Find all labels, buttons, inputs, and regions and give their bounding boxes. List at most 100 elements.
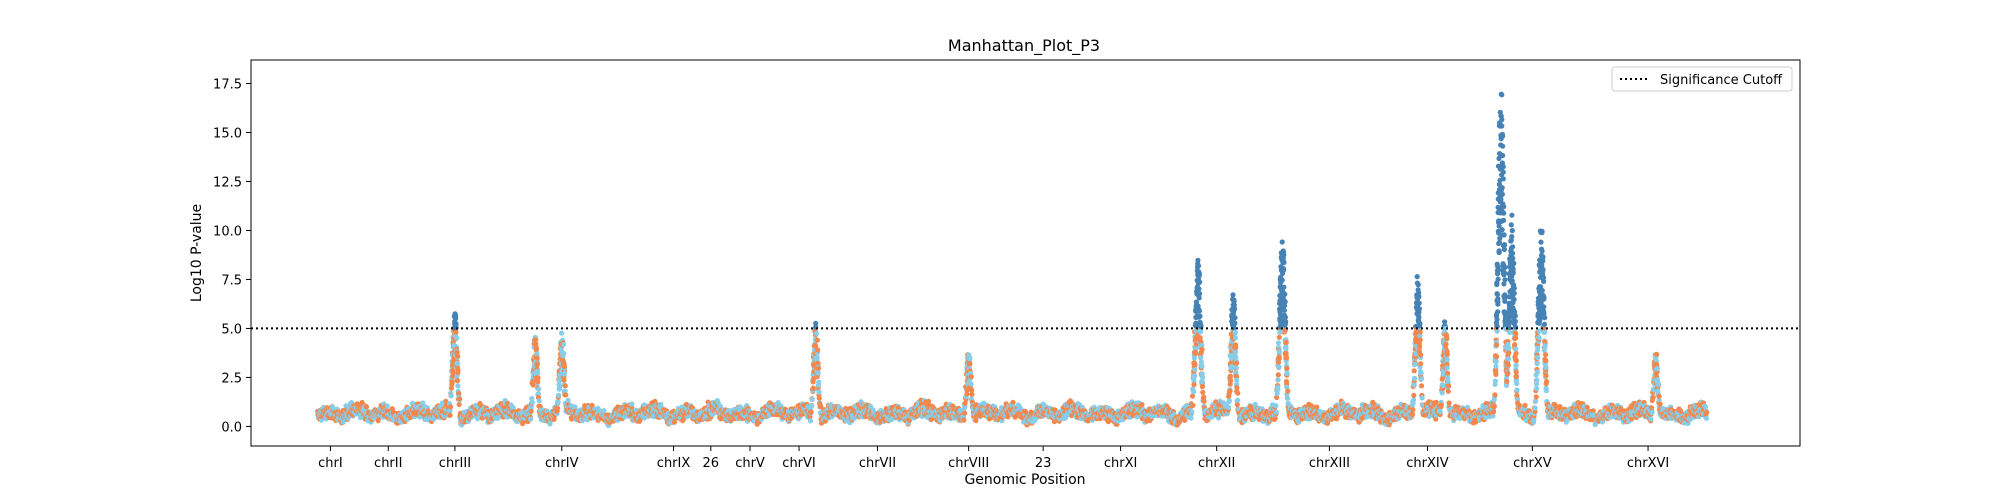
data-point [448,393,454,399]
data-point [560,341,567,348]
data-point [1192,362,1198,368]
data-point [1277,329,1283,335]
data-point [815,347,821,353]
data-point [1231,306,1238,312]
data-point [417,414,423,420]
data-point [1275,377,1281,383]
data-point [1191,382,1197,388]
data-point [1232,315,1238,321]
data-point [1199,384,1205,390]
data-point [454,335,460,341]
data-point [815,370,821,376]
data-point [1226,398,1232,404]
data-point [962,410,968,416]
data-point [1276,354,1282,360]
data-point [1200,374,1206,381]
data-point [1199,346,1205,352]
data-point [814,355,820,361]
data-point [807,418,814,424]
data-point [1200,389,1206,395]
data-point [1282,291,1288,297]
data-point [1281,307,1287,313]
data-point [535,391,541,397]
data-point [1232,320,1238,326]
data-point [1197,279,1203,285]
data-point [1232,329,1238,335]
data-point [1233,365,1239,371]
data-point [1276,364,1282,370]
data-point [1279,277,1285,283]
data-point [717,403,723,409]
data-point [447,412,453,418]
data-point [529,399,535,405]
data-point [453,329,459,335]
data-point [1273,409,1279,415]
data-point [1283,355,1290,361]
data-point [556,392,562,398]
data-point [561,350,567,357]
data-point [1189,409,1195,415]
data-point [601,408,607,414]
data-point [449,362,456,368]
data-point [1284,365,1290,371]
data-point [1275,340,1282,346]
data-point [455,369,461,375]
data-point [1233,360,1240,366]
data-point [808,409,814,415]
data-point [457,396,463,402]
data-point [1228,378,1234,384]
data-point [1196,271,1202,278]
data-point [455,353,461,359]
data-point [536,386,542,392]
data-point [555,399,561,405]
data-point [925,398,932,404]
data-point [1198,355,1204,361]
data-point [529,395,535,402]
data-point [559,330,565,336]
data-point [1283,339,1289,345]
data-point [447,408,453,414]
data-point [1190,402,1196,409]
data-point [1227,388,1233,394]
data-point [1191,355,1197,361]
data-point [1196,286,1202,292]
data-point [536,398,542,404]
data-point [1285,395,1291,401]
data-point [533,337,539,343]
data-point [534,351,540,357]
data-point [528,408,534,414]
data-point [453,321,459,327]
data-point [448,385,454,391]
data-point [816,395,822,401]
data-point [1281,284,1287,290]
data-point [809,403,815,409]
data-point [1235,390,1241,396]
data-point [1197,291,1203,297]
data-point [534,355,540,361]
data-point [565,397,571,403]
data-point [456,401,462,407]
data-point [384,403,390,409]
data-point [968,381,974,387]
data-point [967,356,973,362]
data-point [1197,335,1203,341]
data-point [1282,299,1288,305]
data-point [1233,344,1239,351]
data-point [563,392,569,398]
data-point [1225,404,1232,410]
data-point [363,404,369,410]
data-point [1232,335,1238,341]
data-point [554,405,561,411]
data-point [340,419,346,425]
data-point [1279,239,1285,245]
data-point [456,390,462,397]
data-point [1235,397,1241,403]
data-point [1285,388,1291,394]
data-point [454,378,460,384]
data-point [1284,370,1290,376]
data-point [1276,334,1282,340]
data-point [969,391,975,397]
data-point [450,371,456,377]
chart-title: Manhattan_Plot_P3 [948,36,1100,56]
